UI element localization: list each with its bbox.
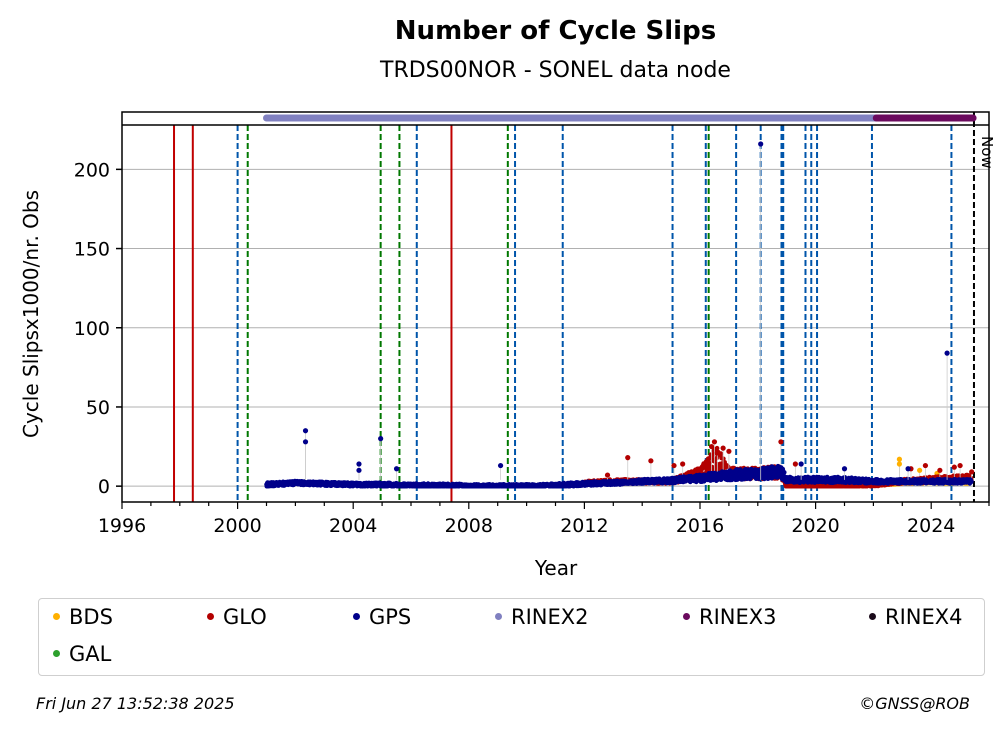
glo-point [719, 451, 724, 457]
y-axis-label: Cycle Slipsx1000/nr. Obs [19, 190, 43, 438]
bds-outlier-point [896, 461, 903, 467]
legend-marker [207, 612, 214, 620]
glo-outlier-point [708, 443, 715, 450]
event-lines: Now [173, 112, 996, 502]
y-tick-label: 100 [74, 318, 110, 340]
x-tick-label: 2012 [560, 515, 608, 537]
gps-point [969, 478, 974, 484]
glo-point [707, 460, 712, 466]
bds-outlier-point [917, 467, 923, 473]
legend-marker [53, 649, 60, 657]
gps-outlier-point [378, 436, 384, 442]
data-points [264, 141, 975, 489]
gps-outlier-point [393, 466, 400, 472]
glo-outlier-point [711, 439, 718, 445]
gps-outlier-point [905, 466, 911, 472]
x-tick-label: 2024 [907, 515, 955, 537]
gps-outlier-point [497, 462, 504, 469]
series-gps [264, 141, 974, 489]
gps-point [782, 470, 787, 475]
legend-item-gps: GPS [353, 605, 411, 629]
legend-marker [353, 612, 360, 620]
glo-outlier-point [625, 455, 631, 461]
legend-item-gal: GAL [53, 642, 111, 666]
x-tick-label: 2000 [213, 515, 261, 537]
glo-outlier-point [726, 448, 732, 454]
glo-outlier-point [680, 461, 686, 467]
glo-point [714, 445, 720, 451]
legend-item-rinex4: RINEX4 [869, 605, 963, 629]
gps-outlier-point [356, 467, 362, 473]
bds-outlier-point [896, 456, 903, 462]
legend-marker [53, 612, 60, 620]
now-label: Now [978, 136, 996, 169]
copyright: ©GNSS@ROB [859, 694, 970, 713]
gps-outlier-point [302, 428, 309, 434]
legend-item-glo: GLO [207, 605, 267, 629]
glo-outlier-point [648, 458, 654, 464]
glo-outlier-point [922, 462, 929, 469]
y-tick-label: 150 [74, 239, 110, 261]
gps-outlier-point [302, 439, 309, 445]
legend-label: GAL [69, 642, 112, 666]
x-tick-label: 2020 [791, 515, 839, 537]
gps-outlier-point [356, 461, 362, 467]
legend-item-rinex2: RINEX2 [495, 605, 589, 629]
plot-frame [121, 111, 990, 503]
glo-outlier-point [714, 450, 720, 456]
glo-outlier-point [671, 462, 677, 469]
glo-outlier-point [951, 464, 957, 470]
glo-outlier-point [778, 439, 784, 445]
legend-label: GLO [223, 605, 267, 629]
axes: 0 50 100 150 200 1996 2000 2004 2008 2012 2016 2020… [74, 111, 990, 537]
x-tick-label: 2008 [445, 515, 493, 537]
y-tick-label: 200 [74, 159, 110, 181]
glo-outlier-point [957, 462, 963, 469]
legend-label: BDS [69, 605, 113, 629]
glo-outlier-point [720, 445, 726, 451]
legend-label: GPS [369, 605, 412, 629]
gps-outlier-point [758, 141, 764, 147]
legend-item-rinex3: RINEX3 [683, 605, 777, 629]
gps-outlier-point [944, 350, 950, 356]
y-tick-label: 50 [86, 397, 110, 419]
legend: BDS GLO GPS RINEX2 RINEX3 RINEX4 GAL [38, 598, 985, 676]
legend-marker [869, 612, 876, 620]
y-tick-label: 0 [98, 476, 110, 498]
legend-marker [683, 612, 690, 620]
x-tick-label: 2004 [329, 515, 377, 537]
legend-label: RINEX4 [885, 605, 963, 629]
gps-outlier-point [798, 461, 804, 467]
chart-title: Number of Cycle Slips [394, 16, 717, 46]
x-tick-label: 2016 [676, 515, 724, 537]
legend-label: RINEX2 [511, 605, 589, 629]
gps-outlier-point [841, 466, 848, 472]
legend-marker [495, 612, 502, 620]
x-tick-label: 1996 [98, 515, 146, 537]
glo-outlier-point [604, 472, 611, 478]
x-axis-label: Year [534, 556, 578, 580]
glo-outlier-point [969, 469, 975, 475]
chart-subtitle: TRDS00NOR - SONEL data node [380, 58, 731, 83]
glo-outlier-point [792, 461, 798, 467]
legend-label: RINEX3 [699, 605, 777, 629]
timestamp: Fri Jun 27 13:52:38 2025 [36, 694, 235, 713]
grid-lines [122, 168, 989, 487]
legend-item-bds: BDS [53, 605, 113, 629]
glo-outlier-point [937, 467, 943, 473]
